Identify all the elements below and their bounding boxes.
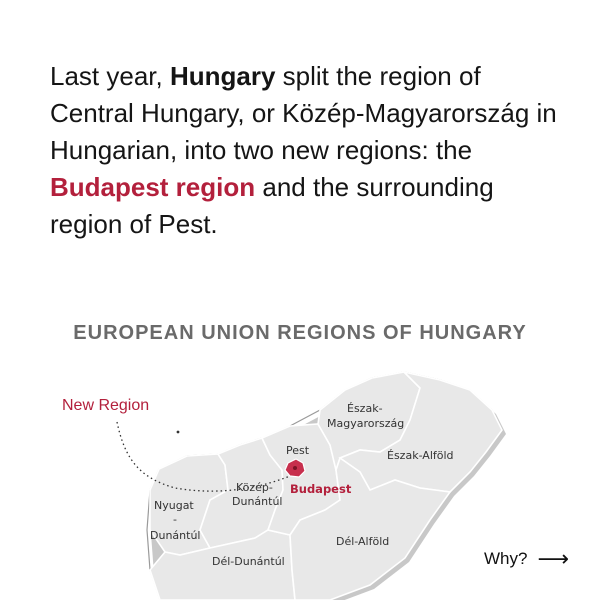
- arrow-right-icon: ⟶: [537, 546, 570, 571]
- label-nyugat-dunantul-2: -: [173, 513, 177, 526]
- intro-text-1: Last year,: [50, 61, 170, 91]
- label-pest: Pest: [286, 444, 310, 457]
- label-kozep-dunantul-1: Közép-: [236, 481, 273, 494]
- intro-text-2: split the region of Central Hungary, or …: [50, 61, 557, 165]
- new-region-connector: [116, 421, 291, 492]
- region-del-alfold[interactable]: [289, 456, 452, 600]
- label-kozep-dunantul-2: Dunántúl: [232, 495, 282, 508]
- label-eszak-magyarorszag-1: Észak-: [347, 402, 383, 415]
- new-region-annotation: New Region: [62, 397, 150, 414]
- label-eszak-magyarorszag-2: Magyarország: [327, 417, 404, 430]
- intro-paragraph: Last year, Hungary split the region of C…: [50, 58, 570, 243]
- budapest-marker: [293, 466, 297, 470]
- map-title: EUROPEAN UNION REGIONS OF HUNGARY: [73, 322, 527, 344]
- intro-country: Hungary: [169, 61, 276, 91]
- why-button[interactable]: Why? ⟶: [484, 548, 569, 570]
- label-del-alfold: Dél-Alföld: [336, 535, 389, 548]
- label-eszak-alfold: Észak-Alföld: [387, 449, 454, 462]
- hungary-regions-map: Észak- Magyarország Észak-Alföld Pest Bu…: [116, 370, 506, 600]
- why-label: Why?: [484, 549, 528, 568]
- label-budapest: Budapest: [290, 482, 352, 496]
- intro-text-3: and the surrounding region of Pest.: [50, 172, 494, 239]
- label-nyugat-dunantul-1: Nyugat: [154, 499, 194, 512]
- annotation-dot: [176, 430, 180, 434]
- intro-budapest-highlight: Budapest region: [50, 172, 256, 202]
- label-del-dunantul: Dél-Dunántúl: [212, 555, 285, 568]
- label-nyugat-dunantul-3: Dunántúl: [150, 529, 200, 542]
